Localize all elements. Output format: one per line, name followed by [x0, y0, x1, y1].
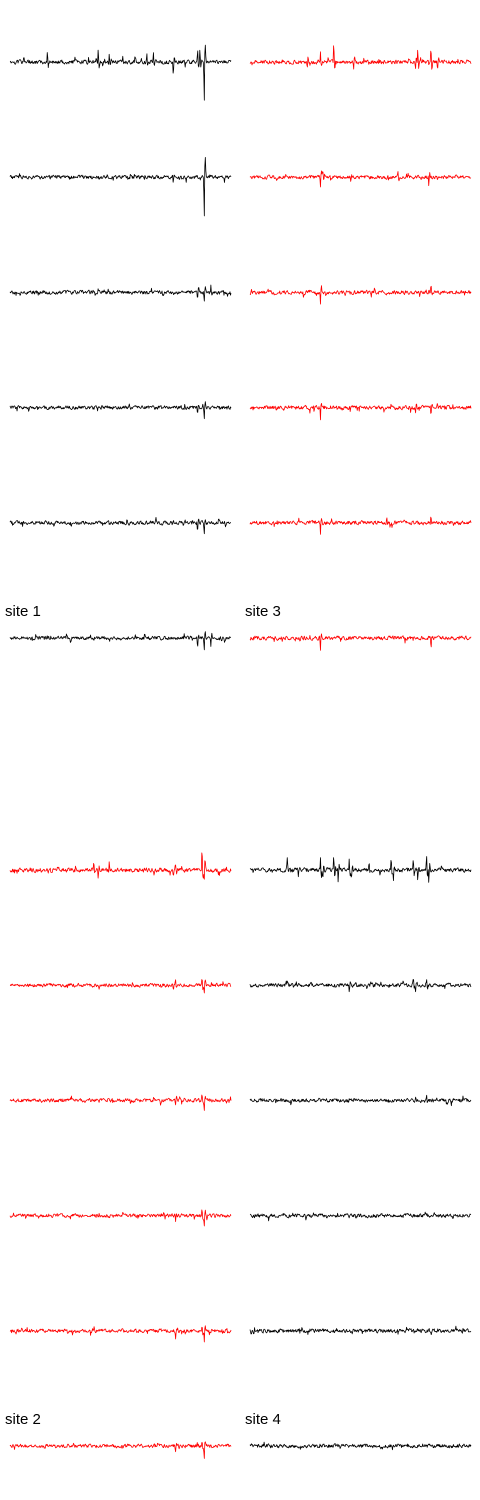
trace-channel-3	[10, 285, 231, 301]
trace-channel-4	[10, 402, 231, 419]
site-label: site 1	[5, 603, 41, 620]
trace-channel-2	[10, 980, 231, 993]
trace-channel-2	[250, 171, 471, 187]
trace-channel-1	[10, 853, 231, 879]
trace-channel-5	[250, 1326, 471, 1334]
trace-channel-1	[250, 857, 471, 883]
trace-channel-6	[250, 634, 471, 651]
trace-channel-2	[10, 157, 231, 216]
trace-channel-4	[10, 1210, 231, 1226]
trace-channel-4	[250, 403, 471, 420]
trace-channel-5	[10, 1326, 231, 1342]
panel-site-1: site 1	[5, 45, 231, 650]
trace-channel-3	[10, 1095, 231, 1110]
panel-site-4: site 4	[245, 857, 471, 1450]
trace-channel-6	[250, 1442, 471, 1450]
trace-channel-1	[10, 45, 231, 100]
trace-channel-1	[250, 46, 471, 69]
site-label: site 2	[5, 1411, 41, 1428]
trace-channel-2	[250, 979, 471, 991]
trace-channel-5	[250, 517, 471, 534]
trace-channel-5	[10, 517, 231, 533]
trace-channel-6	[10, 1442, 231, 1459]
trace-channel-3	[250, 286, 471, 304]
trace-channel-4	[250, 1212, 471, 1221]
site-label: site 3	[245, 603, 281, 620]
trace-channel-3	[250, 1095, 471, 1105]
site-label: site 4	[245, 1411, 281, 1428]
panel-site-3: site 3	[245, 46, 471, 651]
trace-channel-6	[10, 632, 231, 650]
panel-site-2: site 2	[5, 853, 231, 1459]
